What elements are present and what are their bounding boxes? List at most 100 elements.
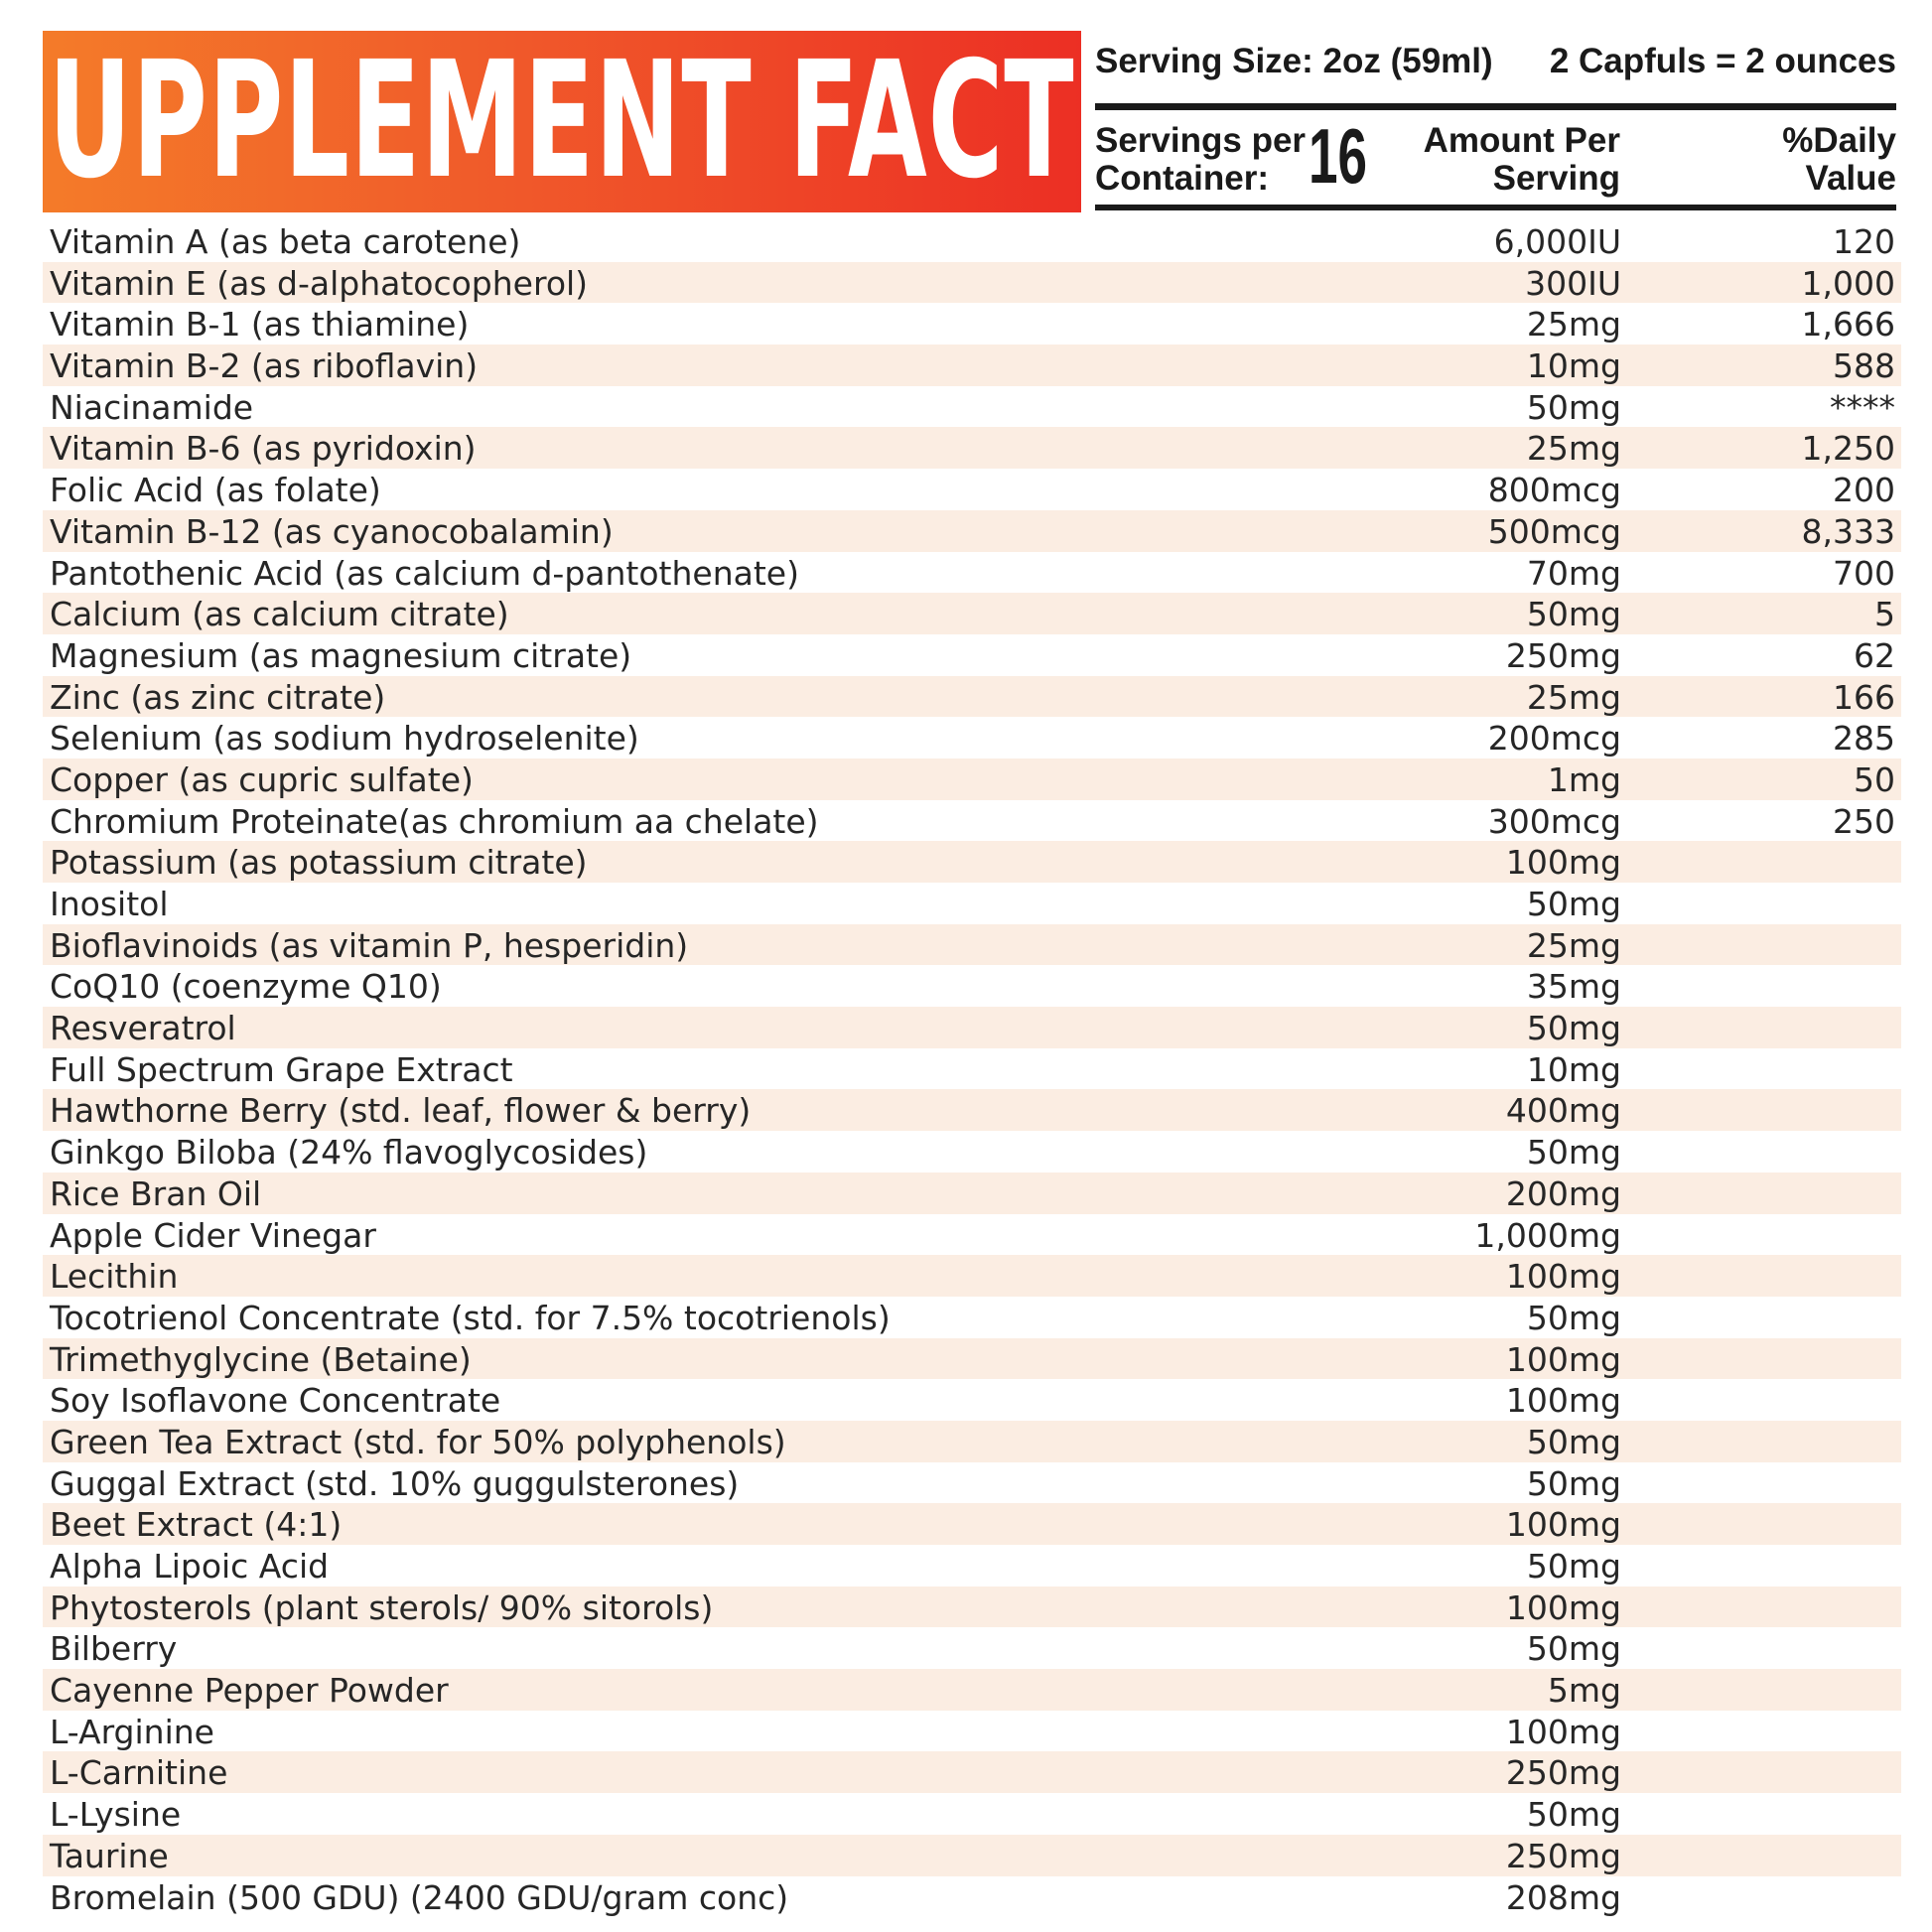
table-row: Taurine 250mg xyxy=(43,1834,1901,1876)
nutrient-amount: 50mg xyxy=(1526,387,1621,427)
table-row: Magnesium (as magnesium citrate) 250mg 62 xyxy=(43,634,1901,676)
nutrient-amount: 100mg xyxy=(1505,1712,1621,1751)
table-row: Vitamin B-6 (as pyridoxin) 25mg 1,250 xyxy=(43,427,1901,470)
table-row: Alpha Lipoic Acid 50mg xyxy=(43,1545,1901,1587)
nutrient-name: Vitamin E (as d-alphatocopherol) xyxy=(50,263,589,303)
nutrient-name: Cayenne Pepper Powder xyxy=(50,1671,449,1711)
nutrient-name: Lecithin xyxy=(50,1257,179,1297)
nutrient-name: Copper (as cupric sulfate) xyxy=(50,759,474,799)
table-row: Calcium (as calcium citrate) 50mg 5 xyxy=(43,593,1901,634)
nutrient-amount: 500mcg xyxy=(1487,511,1621,551)
nutrient-daily-value: 62 xyxy=(1854,635,1895,675)
nutrient-name: Selenium (as sodium hydroselenite) xyxy=(50,719,639,759)
nutrient-amount: 50mg xyxy=(1526,1795,1621,1835)
nutrient-amount: 300mcg xyxy=(1487,801,1621,841)
nutrient-amount: 100mg xyxy=(1505,1339,1621,1379)
table-row: Beet Extract (4:1) 100mg xyxy=(43,1503,1901,1545)
dv-header-line-1: %Daily xyxy=(1782,121,1896,160)
servings-label-line-2: Container: xyxy=(1095,159,1269,198)
nutrient-daily-value: 1,250 xyxy=(1801,429,1895,469)
nutrient-amount: 25mg xyxy=(1526,305,1621,345)
nutrient-name: Bioflavinoids (as vitamin P, hesperidin) xyxy=(50,925,689,965)
nutrient-name: Vitamin B-12 (as cyanocobalamin) xyxy=(50,511,614,551)
nutrient-name: Bromelain (500 GDU) (2400 GDU/gram conc) xyxy=(50,1877,789,1917)
servings-per-container-label: Servings per Container: xyxy=(1095,122,1306,198)
nutrient-name: Ginkgo Biloba (24% flavoglycosides) xyxy=(50,1133,648,1173)
nutrient-amount: 1,000mg xyxy=(1474,1215,1621,1255)
nutrient-name: Trimethyglycine (Betaine) xyxy=(50,1339,472,1379)
amount-header-line-2: Serving xyxy=(1492,159,1620,198)
nutrient-amount: 5mg xyxy=(1547,1671,1621,1711)
table-row: Vitamin B-2 (as riboflavin) 10mg 588 xyxy=(43,345,1901,386)
nutrient-amount: 35mg xyxy=(1526,967,1621,1007)
table-row: Pantothenic Acid (as calcium d-pantothen… xyxy=(43,552,1901,594)
nutrient-amount: 6,000IU xyxy=(1493,222,1621,261)
nutrient-amount: 100mg xyxy=(1505,1505,1621,1545)
table-row: Potassium (as potassium citrate) 100mg xyxy=(43,841,1901,883)
nutrient-daily-value: 1,000 xyxy=(1801,263,1895,303)
table-row: Bioflavinoids (as vitamin P, hesperidin)… xyxy=(43,923,1901,966)
nutrient-name: Taurine xyxy=(50,1836,169,1875)
nutrient-amount: 800mcg xyxy=(1487,471,1621,510)
nutrient-amount: 25mg xyxy=(1526,429,1621,469)
nutrient-name: Rice Bran Oil xyxy=(50,1173,262,1213)
nutrient-name: Phytosterols (plant sterols/ 90% sitorol… xyxy=(50,1587,714,1627)
nutrient-name: Zinc (as zinc citrate) xyxy=(50,677,386,717)
table-row: Phytosterols (plant sterols/ 90% sitorol… xyxy=(43,1586,1901,1628)
table-row: Soy Isoflavone Concentrate 100mg xyxy=(43,1379,1901,1421)
nutrient-amount: 200mg xyxy=(1505,1173,1621,1213)
nutrient-name: Niacinamide xyxy=(50,387,254,427)
daily-value-header: %Daily Value xyxy=(1782,122,1896,198)
nutrient-daily-value: 200 xyxy=(1833,471,1895,510)
nutrient-daily-value: 588 xyxy=(1833,346,1895,386)
amount-per-serving-header: Amount Per Serving xyxy=(1424,122,1620,198)
nutrient-name: Guggal Extract (std. 10% guggulsterones) xyxy=(50,1463,740,1503)
nutrient-name: L-Carnitine xyxy=(50,1753,228,1793)
nutrient-name: Vitamin A (as beta carotene) xyxy=(50,222,521,261)
nutrient-name: Alpha Lipoic Acid xyxy=(50,1547,330,1586)
serving-size: Serving Size: 2oz (59ml) xyxy=(1095,42,1493,80)
table-row: Green Tea Extract (std. for 50% polyphen… xyxy=(43,1420,1901,1462)
nutrient-amount: 10mg xyxy=(1526,1049,1621,1089)
nutrient-amount: 70mg xyxy=(1526,553,1621,593)
table-row: Cayenne Pepper Powder 5mg xyxy=(43,1669,1901,1711)
nutrient-amount: 50mg xyxy=(1526,1298,1621,1337)
header-divider-bottom xyxy=(1095,205,1896,210)
nutrient-name: Hawthorne Berry (std. leaf, flower & ber… xyxy=(50,1091,752,1131)
nutrient-name: Calcium (as calcium citrate) xyxy=(50,595,509,634)
nutrient-amount: 250mg xyxy=(1505,1836,1621,1875)
nutrient-amount: 10mg xyxy=(1526,346,1621,386)
table-row: Folic Acid (as folate) 800mcg 200 xyxy=(43,469,1901,510)
nutrient-amount: 208mg xyxy=(1505,1877,1621,1917)
table-row: L-Arginine 100mg xyxy=(43,1711,1901,1752)
nutrient-daily-value: 5 xyxy=(1874,595,1895,634)
nutrient-name: Apple Cider Vinegar xyxy=(50,1215,376,1255)
table-row: Hawthorne Berry (std. leaf, flower & ber… xyxy=(43,1089,1901,1132)
table-row: Selenium (as sodium hydroselenite) 200mcg… xyxy=(43,717,1901,759)
table-row: Vitamin A (as beta carotene) 6,000IU 120 xyxy=(43,220,1901,262)
nutrient-name: Full Spectrum Grape Extract xyxy=(50,1049,513,1089)
nutrient-name: Beet Extract (4:1) xyxy=(50,1505,343,1545)
table-row: Vitamin E (as d-alphatocopherol) 300IU 1,0… xyxy=(43,261,1901,304)
nutrient-name: Resveratrol xyxy=(50,1009,236,1048)
nutrient-daily-value: 1,666 xyxy=(1801,305,1895,345)
nutrient-daily-value: 166 xyxy=(1833,677,1895,717)
nutrient-table: Vitamin A (as beta carotene) 6,000IU 120 Vi… xyxy=(43,220,1901,1917)
nutrient-daily-value: **** xyxy=(1830,387,1895,427)
nutrient-daily-value: 120 xyxy=(1833,222,1895,261)
header-divider-top xyxy=(1095,103,1896,110)
table-row: Apple Cider Vinegar 1,000mg xyxy=(43,1214,1901,1256)
table-row: CoQ10 (coenzyme Q10) 35mg xyxy=(43,965,1901,1007)
table-row: Bilberry 50mg xyxy=(43,1627,1901,1669)
nutrient-amount: 50mg xyxy=(1526,1629,1621,1669)
nutrient-amount: 250mg xyxy=(1505,635,1621,675)
nutrient-name: Vitamin B-2 (as riboflavin) xyxy=(50,346,479,386)
nutrient-amount: 50mg xyxy=(1526,1133,1621,1173)
nutrient-name: Chromium Proteinate(as chromium aa chela… xyxy=(50,801,819,841)
nutrient-amount: 50mg xyxy=(1526,1463,1621,1503)
nutrient-amount: 50mg xyxy=(1526,1547,1621,1586)
nutrient-amount: 100mg xyxy=(1505,1257,1621,1297)
table-row: Copper (as cupric sulfate) 1mg 50 xyxy=(43,758,1901,800)
nutrient-name: Soy Isoflavone Concentrate xyxy=(50,1381,501,1421)
